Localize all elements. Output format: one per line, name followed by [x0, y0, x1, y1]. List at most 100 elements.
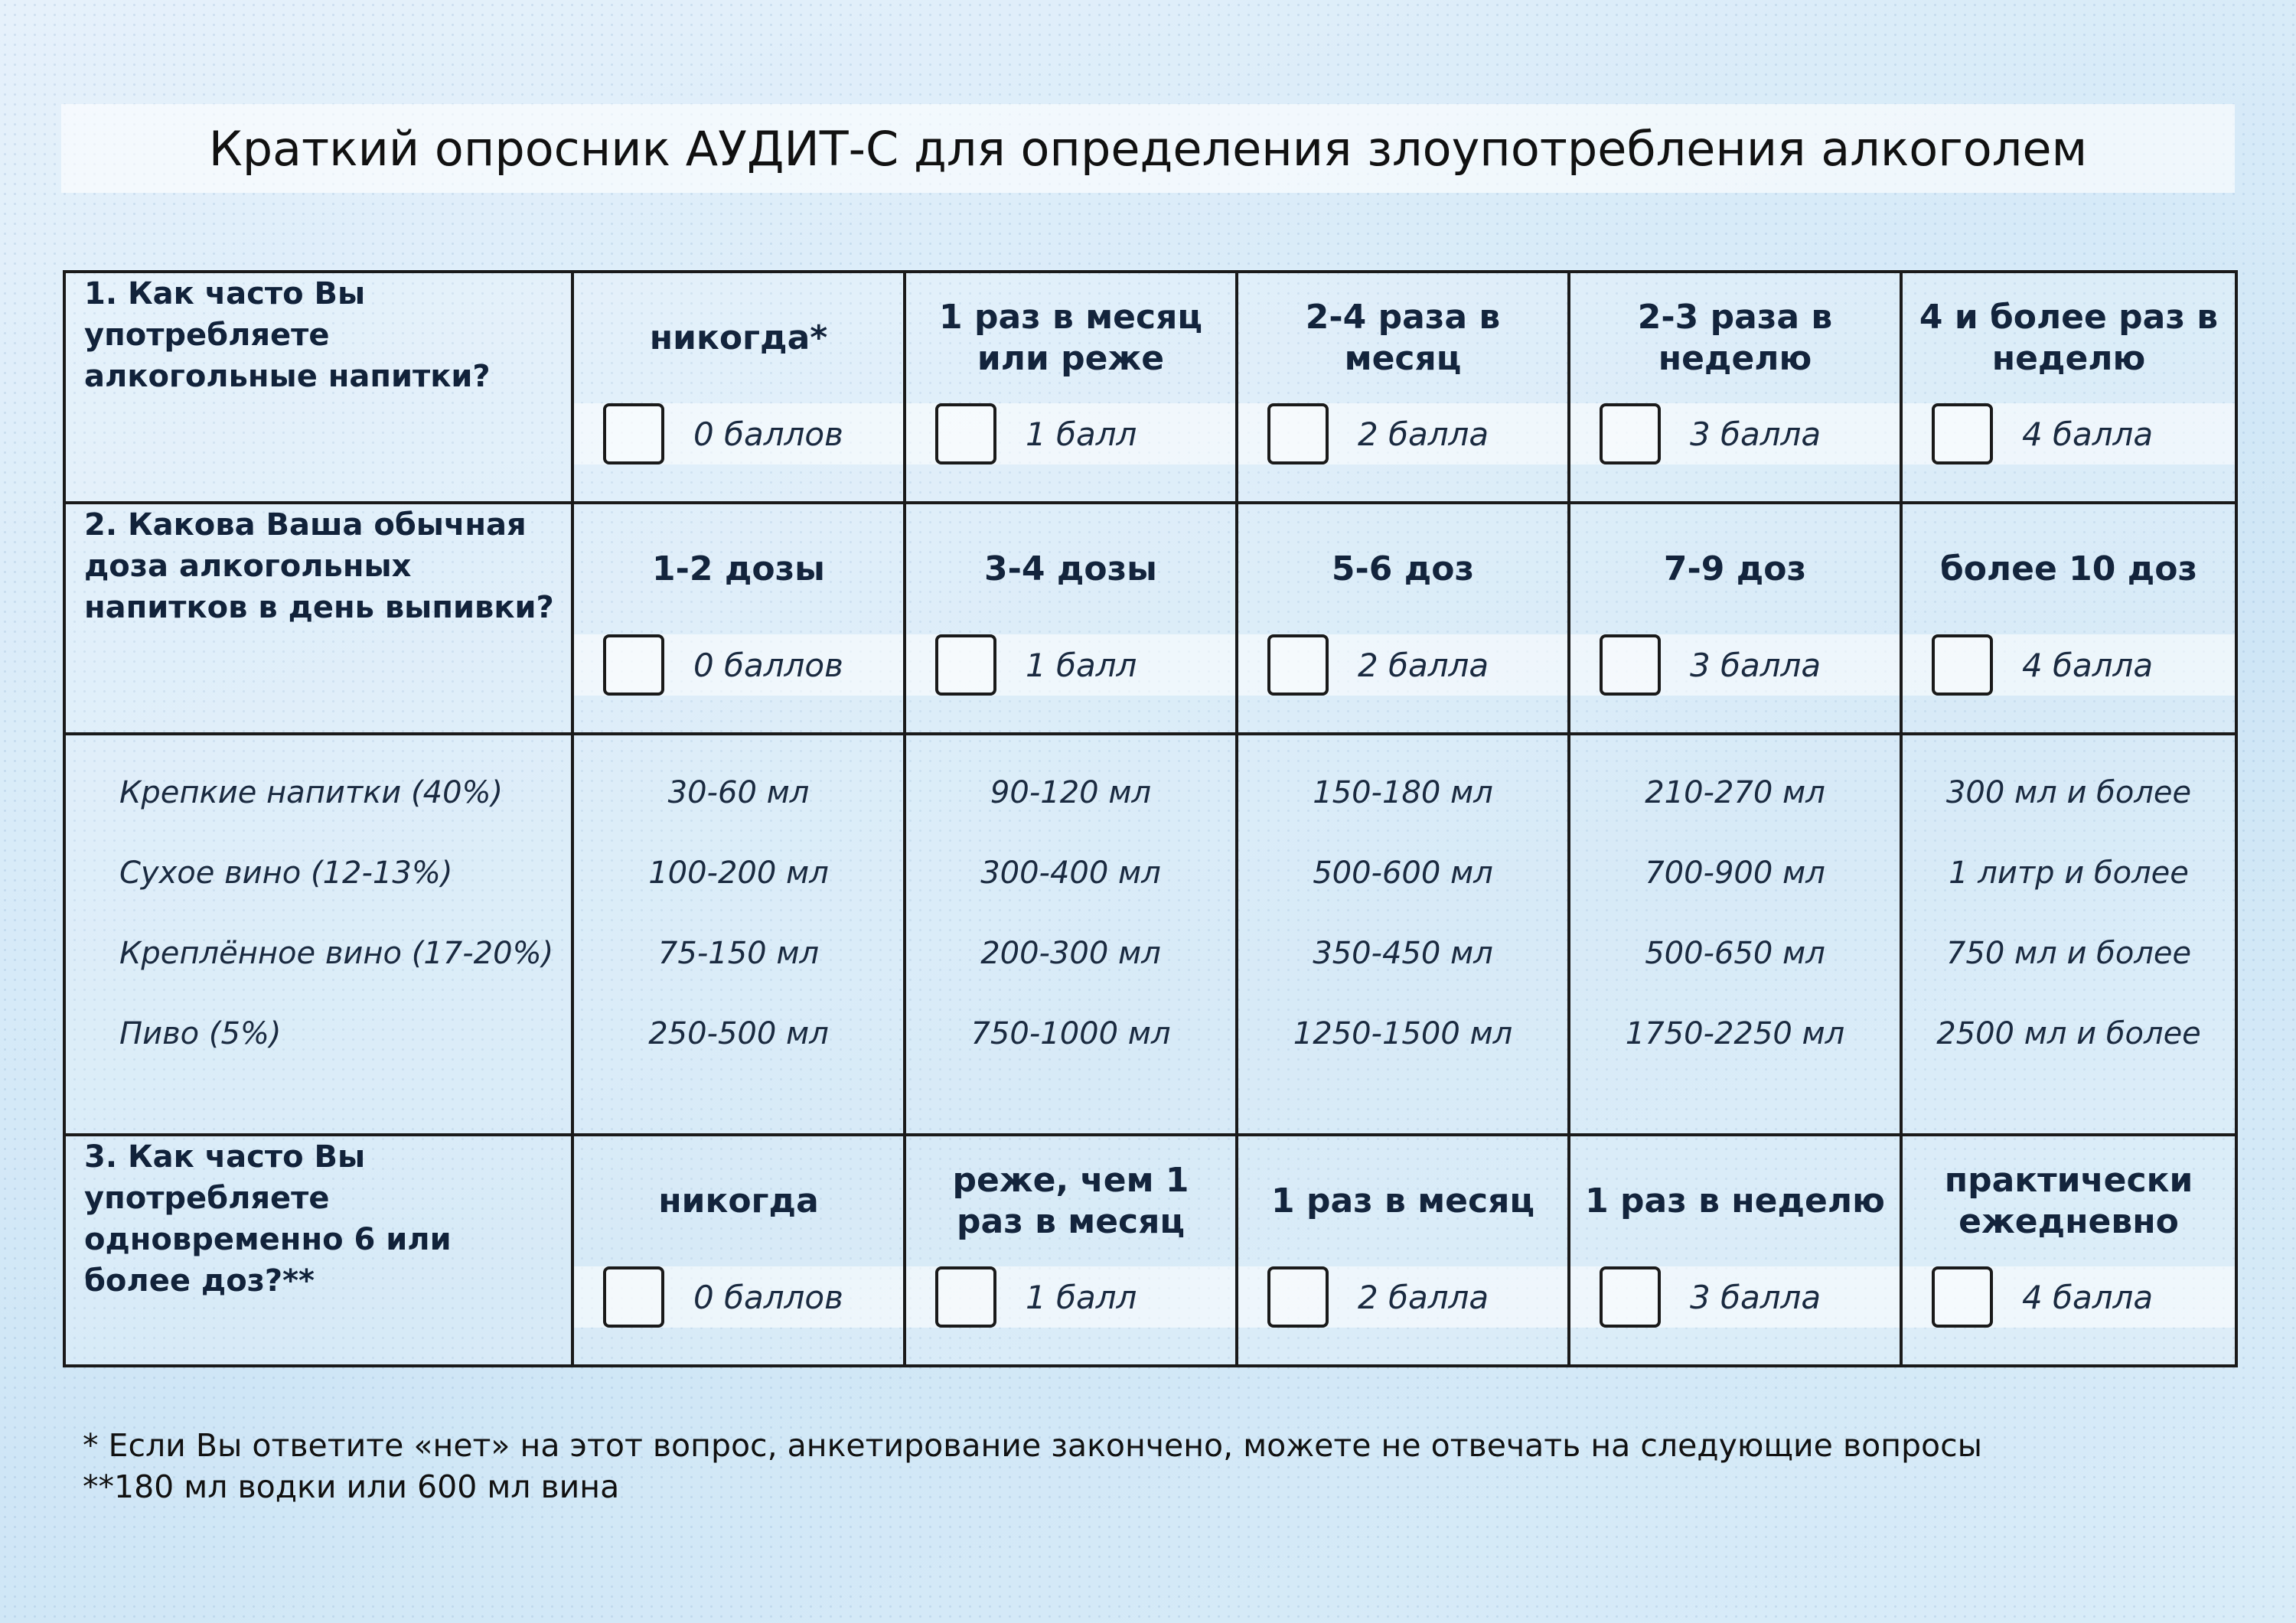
- option-score-row: 3 балла: [1570, 1266, 1900, 1328]
- question-1-text: 1. Как часто Вы употребляете алкогольные…: [84, 276, 491, 394]
- option-label: никогда: [658, 1181, 819, 1221]
- option-label: 5-6 доз: [1331, 549, 1475, 588]
- dose-column-3: 210-270 мл 700-900 мл 500-650 мл 1750-22…: [1570, 735, 1900, 1097]
- footnote-1: * Если Вы ответите «нет» на этот вопрос,…: [83, 1427, 1983, 1464]
- q3-checkbox-1[interactable]: [935, 1266, 996, 1328]
- option-score-row: 3 балла: [1570, 403, 1900, 464]
- option-score-row: 2 балла: [1238, 1266, 1567, 1328]
- q1-option-0: никогда* 0 баллов: [574, 273, 903, 464]
- option-score-row: 4 балла: [1903, 1266, 2235, 1328]
- dose-value: 30-60 мл: [667, 775, 810, 810]
- score-text: 3 балла: [1690, 415, 1821, 453]
- option-score-row: 0 баллов: [574, 634, 903, 696]
- score-text: 1 балл: [1026, 415, 1137, 453]
- score-text: 4 балла: [2022, 415, 2154, 453]
- option-label: 1 раз в неделю: [1585, 1181, 1885, 1221]
- q1-checkbox-1[interactable]: [935, 403, 996, 464]
- score-text: 1 балл: [1026, 646, 1137, 684]
- option-label: 1 раз в месяц: [1271, 1181, 1534, 1221]
- option-label: 1 раз в месяц или реже: [939, 298, 1202, 378]
- question-2-text: 2. Какова Ваша обычная доза алкогольных …: [84, 507, 554, 625]
- page-title-band: Краткий опросник АУДИТ-С для определения…: [61, 104, 2235, 193]
- score-text: 4 балла: [2022, 646, 2154, 684]
- dose-value: 210-270 мл: [1645, 775, 1825, 810]
- dose-value: 2500 мл и более: [1936, 1016, 2201, 1051]
- q2-option-1: 3-4 дозы 1 балл: [906, 504, 1235, 696]
- option-score-row: 3 балла: [1570, 634, 1900, 696]
- option-label: 3-4 дозы: [984, 549, 1157, 588]
- footnote-2: **180 мл водки или 600 мл вина: [83, 1468, 620, 1505]
- q1-checkbox-4[interactable]: [1932, 403, 1993, 464]
- drink-type: Пиво (5%): [119, 1016, 282, 1051]
- score-text: 0 баллов: [693, 646, 843, 684]
- q1-checkbox-2[interactable]: [1267, 403, 1329, 464]
- q3-checkbox-0[interactable]: [603, 1266, 664, 1328]
- dose-value: 200-300 мл: [980, 936, 1161, 971]
- score-text: 0 баллов: [693, 1278, 843, 1316]
- option-score-row: 4 балла: [1903, 403, 2235, 464]
- option-score-row: 4 балла: [1903, 634, 2235, 696]
- score-text: 1 балл: [1026, 1278, 1137, 1316]
- dose-value: 1 литр и более: [1949, 855, 2189, 891]
- score-text: 2 балла: [1358, 415, 1489, 453]
- dose-value: 1750-2250 мл: [1625, 1016, 1845, 1051]
- dose-value: 750 мл и более: [1945, 936, 2192, 971]
- option-score-row: 2 балла: [1238, 403, 1567, 464]
- drink-types-column: Крепкие напитки (40%) Сухое вино (12-13%…: [66, 735, 571, 1097]
- option-label: реже, чем 1 раз в месяц: [952, 1161, 1189, 1241]
- q3-checkbox-2[interactable]: [1267, 1266, 1329, 1328]
- q2-option-4: более 10 доз 4 балла: [1903, 504, 2235, 696]
- option-label: 4 и более раз в неделю: [1919, 298, 2219, 378]
- option-score-row: 1 балл: [906, 634, 1235, 696]
- q2-checkbox-3[interactable]: [1600, 634, 1661, 696]
- option-label: 1-2 дозы: [652, 549, 825, 588]
- score-text: 4 балла: [2022, 1278, 2154, 1316]
- dose-value: 750-1000 мл: [970, 1016, 1171, 1051]
- dose-equivalents-row: Крепкие напитки (40%) Сухое вино (12-13%…: [63, 732, 2238, 1136]
- q2-checkbox-4[interactable]: [1932, 634, 1993, 696]
- option-score-row: 2 балла: [1238, 634, 1567, 696]
- q3-option-4: практически ежедневно 4 балла: [1903, 1136, 2235, 1328]
- q1-option-2: 2-4 раза в месяц 2 балла: [1238, 273, 1567, 464]
- score-text: 3 балла: [1690, 1278, 1821, 1316]
- q1-checkbox-3[interactable]: [1600, 403, 1661, 464]
- q2-option-0: 1-2 дозы 0 баллов: [574, 504, 903, 696]
- option-label: никогда*: [649, 318, 828, 357]
- option-label: 7-9 доз: [1663, 549, 1807, 588]
- dose-column-4: 300 мл и более 1 литр и более 750 мл и б…: [1903, 735, 2235, 1097]
- q2-checkbox-1[interactable]: [935, 634, 996, 696]
- q2-checkbox-0[interactable]: [603, 634, 664, 696]
- dose-value: 350-450 мл: [1313, 936, 1493, 971]
- dose-value: 500-600 мл: [1313, 855, 1493, 891]
- option-score-row: 0 баллов: [574, 1266, 903, 1328]
- drink-type: Креплённое вино (17-20%): [119, 936, 554, 971]
- dose-column-1: 90-120 мл 300-400 мл 200-300 мл 750-1000…: [906, 735, 1235, 1097]
- option-label: 2-4 раза в месяц: [1305, 298, 1501, 378]
- drink-type: Крепкие напитки (40%): [119, 775, 504, 810]
- question-row-3: 3. Как часто Вы употребляете одновременн…: [63, 1133, 2238, 1367]
- q3-checkbox-4[interactable]: [1932, 1266, 1993, 1328]
- option-score-row: 1 балл: [906, 403, 1235, 464]
- dose-value: 500-650 мл: [1645, 936, 1825, 971]
- q3-option-3: 1 раз в неделю 3 балла: [1570, 1136, 1900, 1328]
- option-label: 2-3 раза в неделю: [1637, 298, 1833, 378]
- q1-checkbox-0[interactable]: [603, 403, 664, 464]
- dose-column-0: 30-60 мл 100-200 мл 75-150 мл 250-500 мл: [574, 735, 903, 1097]
- option-score-row: 0 баллов: [574, 403, 903, 464]
- option-label: более 10 доз: [1939, 549, 2198, 588]
- q1-option-3: 2-3 раза в неделю 3 балла: [1570, 273, 1900, 464]
- q3-option-0: никогда 0 баллов: [574, 1136, 903, 1328]
- audit-c-table: 1. Как часто Вы употребляете алкогольные…: [63, 270, 2238, 1367]
- dose-value: 300 мл и более: [1945, 775, 2192, 810]
- dose-value: 300-400 мл: [980, 855, 1161, 891]
- question-row-1: 1. Как часто Вы употребляете алкогольные…: [63, 270, 2238, 504]
- q3-checkbox-3[interactable]: [1600, 1266, 1661, 1328]
- question-3-text: 3. Как часто Вы употребляете одновременн…: [84, 1139, 452, 1299]
- footnotes: * Если Вы ответите «нет» на этот вопрос,…: [83, 1425, 1982, 1507]
- dose-value: 90-120 мл: [990, 775, 1152, 810]
- drink-type: Сухое вино (12-13%): [119, 855, 453, 891]
- dose-value: 700-900 мл: [1645, 855, 1825, 891]
- q1-option-4: 4 и более раз в неделю 4 балла: [1903, 273, 2235, 464]
- option-label: практически ежедневно: [1944, 1161, 2193, 1241]
- q2-checkbox-2[interactable]: [1267, 634, 1329, 696]
